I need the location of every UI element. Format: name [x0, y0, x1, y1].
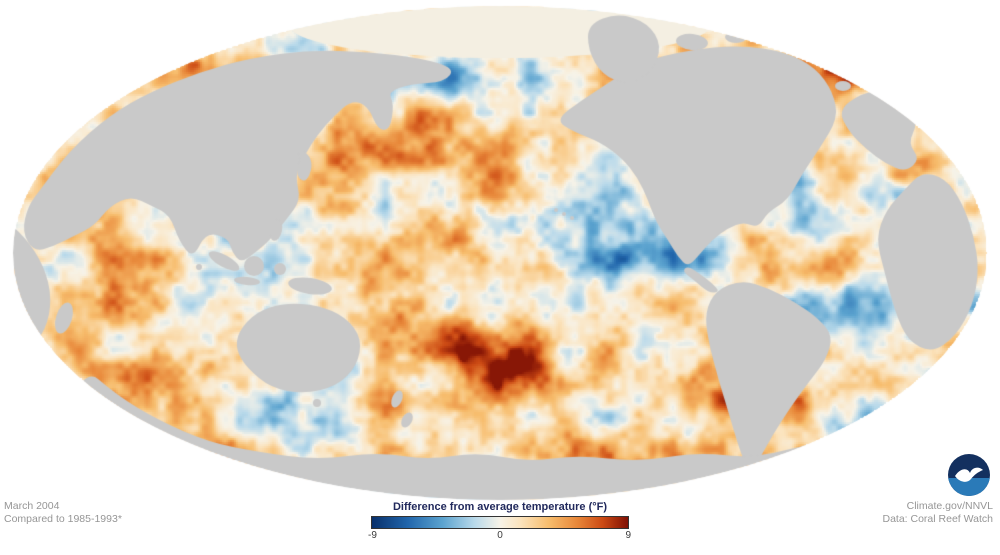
legend: Difference from average temperature (°F)… [368, 501, 631, 543]
legend-title: Difference from average temperature (°F) [392, 501, 608, 513]
noaa-logo-sea [948, 478, 990, 496]
colorbar [371, 516, 629, 529]
colorbar-min-label: -9 [368, 530, 377, 541]
map-date: March 2004 [4, 500, 60, 512]
credit-data: Data: Coral Reef Watch [882, 513, 994, 525]
credit-source: Climate.gov/NNVL [906, 500, 993, 512]
noaa-gull-icon [955, 467, 983, 482]
colorbar-mid-label: 0 [497, 530, 503, 541]
colorbar-labels: -9 0 9 [368, 530, 631, 543]
noaa-logo [948, 454, 990, 496]
date-caption: March 2004 Compared to 1985-1993* [4, 500, 122, 526]
credits: Climate.gov/NNVL Data: Coral Reef Watch [883, 500, 994, 526]
map-baseline: Compared to 1985-1993* [4, 513, 122, 525]
colorbar-max-label: 9 [625, 530, 631, 541]
